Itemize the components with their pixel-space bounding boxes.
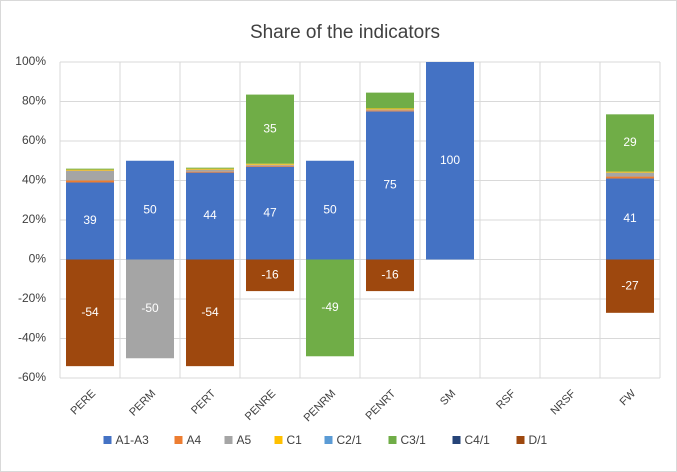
bar-segment xyxy=(66,169,114,171)
legend-label: D/1 xyxy=(529,433,548,447)
data-label: 39 xyxy=(83,213,97,227)
bar-segment xyxy=(186,259,234,367)
bar-segment xyxy=(606,172,654,177)
legend-swatch xyxy=(224,436,233,444)
y-tick-label: 40% xyxy=(22,173,46,187)
data-label: 41 xyxy=(623,211,637,225)
data-label: -16 xyxy=(261,267,279,281)
legend-label: A1-A3 xyxy=(116,433,150,447)
y-tick-label: 20% xyxy=(22,212,46,226)
y-tick-label: -60% xyxy=(18,370,46,384)
bar-segment xyxy=(66,170,114,181)
bar-segment xyxy=(126,259,174,359)
y-tick-label: 60% xyxy=(22,133,46,147)
legend-label: C1 xyxy=(287,433,303,447)
bar-segment xyxy=(66,182,114,260)
bar-segment xyxy=(246,163,294,165)
bar-segment xyxy=(66,259,114,367)
legend-swatch xyxy=(452,436,461,444)
bar-segment xyxy=(246,94,294,164)
bar-segment xyxy=(246,165,294,167)
bar-segment xyxy=(606,259,654,313)
bar-segment xyxy=(246,259,294,292)
data-label: 44 xyxy=(203,208,217,222)
bar-segment xyxy=(186,172,234,260)
bar-segment xyxy=(366,259,414,292)
data-label: 50 xyxy=(143,202,157,216)
legend-swatch xyxy=(516,436,525,444)
data-label: 75 xyxy=(383,178,397,192)
data-label: 50 xyxy=(323,202,337,216)
data-label: 100 xyxy=(440,153,460,167)
bar-segment xyxy=(366,92,414,109)
bar-segment xyxy=(426,62,474,260)
y-tick-label: -20% xyxy=(18,291,46,305)
bar-segment xyxy=(306,259,354,357)
legend-label: C3/1 xyxy=(401,433,427,447)
bar-segment xyxy=(66,168,114,170)
legend-swatch xyxy=(324,436,333,444)
bar-segment xyxy=(186,168,234,170)
bar-segment xyxy=(606,176,654,179)
legend-swatch xyxy=(388,436,397,444)
bar-segment xyxy=(186,167,234,169)
y-tick-label: 80% xyxy=(22,94,46,108)
bar-segment xyxy=(186,171,234,173)
bar-segment xyxy=(366,110,414,112)
y-tick-label: -40% xyxy=(18,331,46,345)
data-label: -50 xyxy=(141,301,159,315)
data-label: -16 xyxy=(381,267,399,281)
bar-segment xyxy=(366,108,414,110)
bar-segment xyxy=(246,166,294,260)
bar-segment xyxy=(186,169,234,172)
data-label: 29 xyxy=(623,135,637,149)
data-label: -49 xyxy=(321,300,339,314)
y-tick-label: 100% xyxy=(15,54,46,68)
legend-label: C2/1 xyxy=(337,433,363,447)
bar-segment xyxy=(606,178,654,260)
legend-label: A5 xyxy=(237,433,252,447)
y-tick-label: 0% xyxy=(29,252,47,266)
data-label: 47 xyxy=(263,205,277,219)
bar-segment xyxy=(246,164,294,166)
bar-segment xyxy=(306,160,354,260)
legend-swatch xyxy=(274,436,283,444)
bar-segment xyxy=(606,114,654,172)
bar-segment xyxy=(126,160,174,260)
data-label: -54 xyxy=(81,305,99,319)
data-label: 35 xyxy=(263,121,277,135)
legend-swatch xyxy=(103,436,112,444)
data-label: -54 xyxy=(201,305,219,319)
bar-segment xyxy=(366,111,414,260)
data-label: -27 xyxy=(621,278,639,292)
legend-label: A4 xyxy=(187,433,202,447)
bar-segment xyxy=(606,171,654,173)
bar-segment xyxy=(66,180,114,183)
bar-segment xyxy=(366,109,414,111)
legend-label: C4/1 xyxy=(465,433,491,447)
chart-title: Share of the indicators xyxy=(250,22,440,43)
legend-swatch xyxy=(174,436,183,444)
